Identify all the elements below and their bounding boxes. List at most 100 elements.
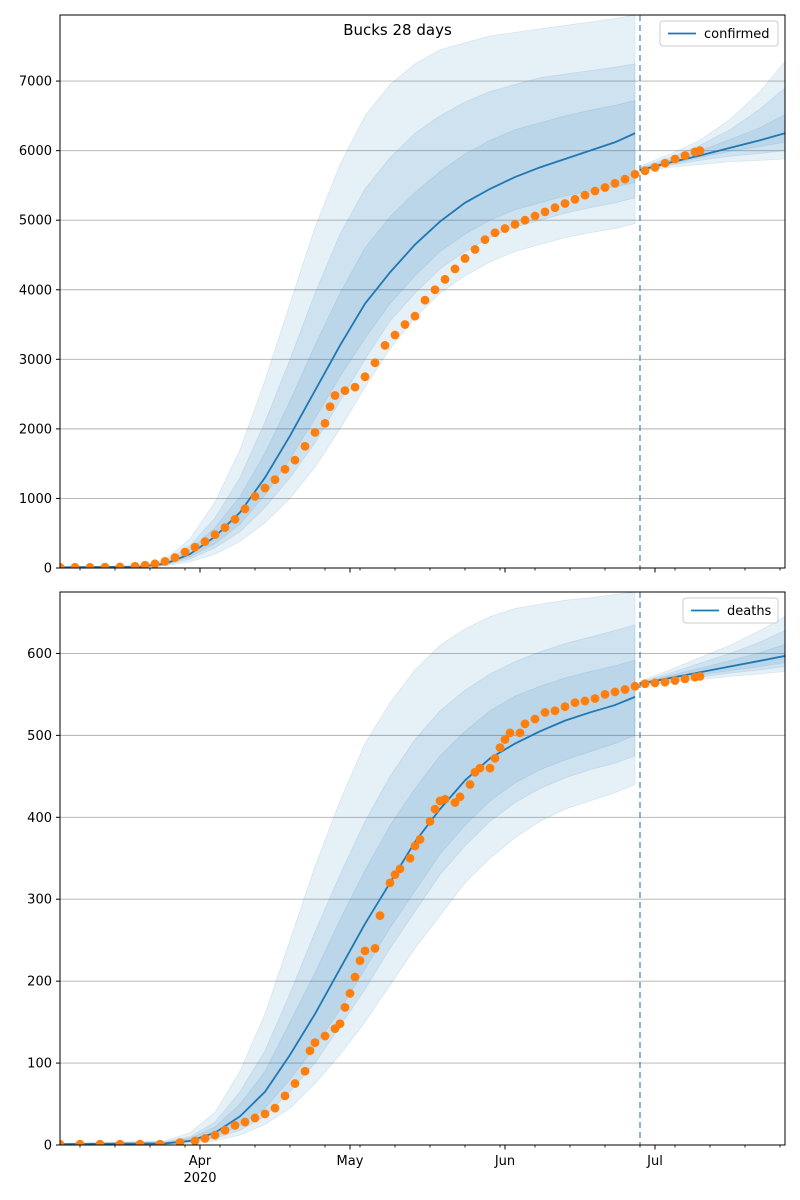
deaths-observed-point — [520, 719, 530, 729]
deaths-observed-point — [465, 780, 475, 789]
deaths-observed-point — [240, 1117, 250, 1127]
deaths-observed-point — [310, 1038, 320, 1047]
confirmed-observed-point — [85, 562, 95, 568]
confirmed-observed-point — [330, 391, 340, 400]
deaths-observed-point — [135, 1139, 145, 1145]
confirmed-plot-area — [60, 15, 785, 568]
deaths-observed-point — [345, 989, 355, 998]
deaths-observed-point — [560, 702, 570, 712]
deaths-observed-point — [490, 753, 500, 763]
xtick-sublabel: 2020 — [183, 1171, 216, 1186]
confirmed-observed-point — [590, 186, 600, 196]
deaths-axes-frame — [59, 591, 786, 1146]
deaths-legend-box — [682, 597, 779, 624]
confirmed-observed-point — [340, 386, 350, 396]
confirmed-observed-point — [140, 560, 150, 568]
confirmed-observed-point — [130, 561, 140, 568]
deaths-observed-point — [630, 681, 640, 691]
confirmed-observed-point — [190, 542, 200, 552]
confirmed-observed-point — [260, 483, 270, 493]
deaths-observed-point — [485, 763, 495, 773]
confirmed-forecast-band-2 — [639, 87, 785, 172]
confirmed-forecast-band-1 — [639, 60, 785, 172]
confirmed-observed-point — [530, 211, 540, 221]
confirmed-observed-point — [420, 295, 430, 305]
confirmed-observed-point — [350, 382, 360, 392]
deaths-observed-point — [355, 956, 365, 966]
deaths-legend: deaths — [682, 597, 779, 624]
confirmed-observed-point — [480, 235, 490, 245]
deaths-observed-point — [530, 714, 540, 724]
confirmed-observed-point — [250, 491, 260, 501]
confirmed-observed-point — [550, 203, 560, 213]
deaths-observed-point — [500, 735, 510, 744]
confirmed-ytick-label: 7000 — [19, 75, 52, 90]
deaths-observed-point — [360, 946, 370, 956]
confirmed-observed-point — [410, 311, 420, 321]
confirmed-interval-band-2 — [60, 63, 636, 568]
confirmed-legend-box — [659, 20, 779, 47]
confirmed-observed-point — [620, 174, 630, 184]
deaths-observed-point — [620, 685, 630, 694]
confirmed-ytick-label: 4000 — [19, 283, 52, 298]
deaths-panel: 0 100 200 300 400 500 600 Apr 2020 May Jun Jul death… — [27, 591, 786, 1186]
deaths-observed-point — [230, 1120, 240, 1130]
deaths-ytick-label: 400 — [27, 811, 52, 826]
confirmed-observed-point — [610, 178, 620, 188]
deaths-observed-point — [600, 690, 610, 699]
confirmed-observed-point — [70, 562, 80, 568]
deaths-interval-band-2 — [60, 624, 636, 1145]
confirmed-observed-point — [270, 475, 280, 485]
confirmed-observed-point — [240, 504, 250, 514]
deaths-observed-point — [340, 1002, 350, 1012]
confirmed-observed-point — [680, 151, 690, 160]
confirmed-observed-point — [310, 427, 320, 437]
deaths-ytick-label: 100 — [27, 1057, 52, 1072]
confirmed-observed-point — [200, 537, 210, 546]
deaths-observed-point — [115, 1139, 125, 1145]
confirmed-model-line — [60, 132, 636, 568]
deaths-observed-point — [540, 708, 550, 717]
deaths-legend-label: deaths — [727, 604, 772, 619]
deaths-observed-point — [155, 1139, 165, 1145]
deaths-observed-point — [200, 1134, 210, 1143]
confirmed-observed-point — [670, 154, 680, 164]
confirmed-observed-point — [500, 224, 510, 233]
deaths-observed-point — [475, 763, 485, 773]
deaths-observed-point — [570, 698, 580, 707]
deaths-observed-point — [495, 743, 505, 753]
deaths-ytick-label: 300 — [27, 893, 52, 908]
deaths-observed-point — [305, 1046, 315, 1056]
confirmed-observed-point — [560, 199, 570, 208]
xtick-label: May — [337, 1154, 364, 1169]
deaths-observed-point — [260, 1109, 270, 1119]
deaths-observed-point — [440, 794, 450, 804]
deaths-plot-area — [60, 592, 785, 1145]
deaths-observed-point — [95, 1139, 105, 1145]
confirmed-interval-band-1 — [60, 15, 636, 568]
confirmed-observed-point — [115, 562, 125, 568]
deaths-observed-point — [370, 943, 380, 953]
deaths-ytick-label: 500 — [27, 729, 52, 744]
confirmed-observed-point — [460, 254, 470, 263]
confirmed-observed-point — [570, 194, 580, 204]
confirmed-observed-point — [650, 162, 660, 172]
deaths-observed-point — [580, 696, 590, 706]
confirmed-observed-point — [280, 464, 290, 474]
deaths-observed-point — [640, 679, 650, 689]
xtick-label: Jul — [646, 1154, 663, 1169]
confirmed-observed-point — [150, 559, 160, 568]
confirmed-observed-point — [540, 207, 550, 217]
confirmed-panel: 0 1000 2000 3000 4000 5000 6000 7000 confirmed — [19, 14, 786, 577]
deaths-observed-point — [75, 1139, 85, 1145]
deaths-observed-point — [550, 706, 560, 716]
deaths-forecast-band-1 — [639, 616, 785, 686]
confirmed-observed-point — [520, 215, 530, 225]
deaths-observed-point — [250, 1113, 260, 1123]
deaths-observed-point — [670, 676, 680, 685]
deaths-observed-point — [515, 728, 525, 738]
confirmed-observed-point — [695, 146, 705, 156]
deaths-observed-point — [415, 835, 425, 844]
confirmed-ytick-label: 0 — [44, 562, 52, 577]
